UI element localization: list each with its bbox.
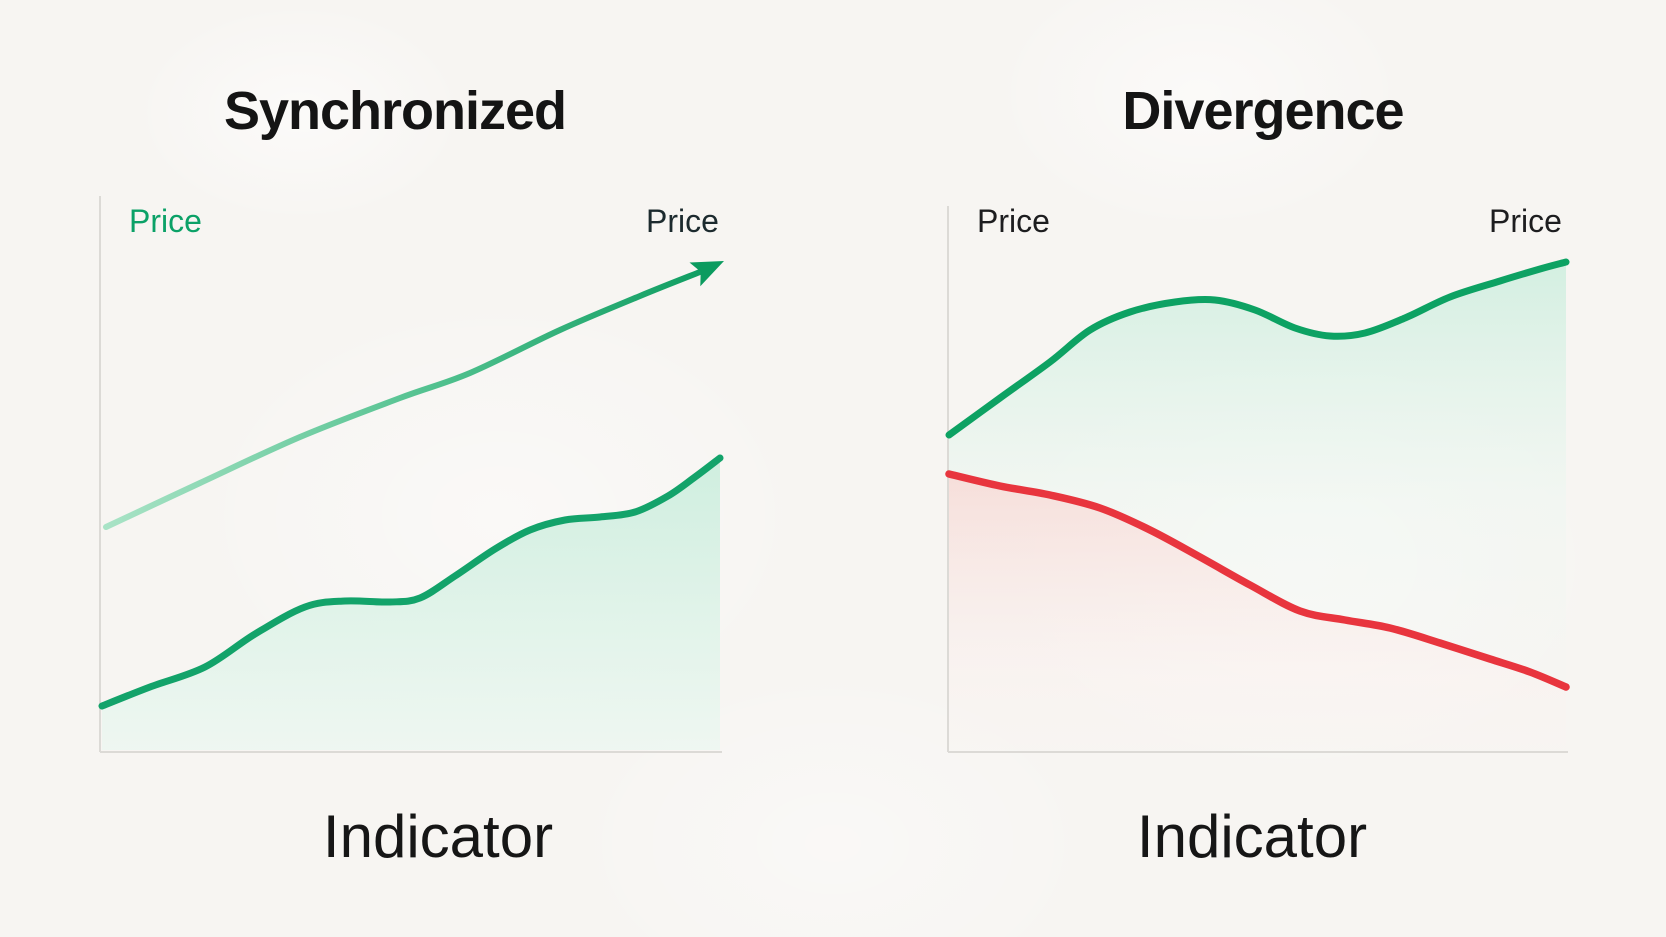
div-price-axis-label-right: Price xyxy=(1489,203,1562,239)
div-price-line xyxy=(945,258,1570,439)
div-price-axis-label-left: Price xyxy=(977,203,1050,239)
sync-price-axis-label-left: Price xyxy=(129,203,202,239)
div-indicator-axis-label: Indicator xyxy=(1136,803,1368,870)
sync-price-axis-label-right: Price xyxy=(646,203,719,239)
sync-indicator-line xyxy=(98,454,724,710)
sync-indicator-axis-label: Indicator xyxy=(322,803,554,870)
sync-price-arrowhead-icon xyxy=(689,261,724,287)
divergence-title: Divergence xyxy=(1122,81,1404,141)
synchronized-title: Synchronized xyxy=(223,81,567,141)
div-indicator-line xyxy=(945,470,1570,691)
div-indicator-area-fill xyxy=(949,474,1566,750)
sync-price-line xyxy=(103,269,703,530)
